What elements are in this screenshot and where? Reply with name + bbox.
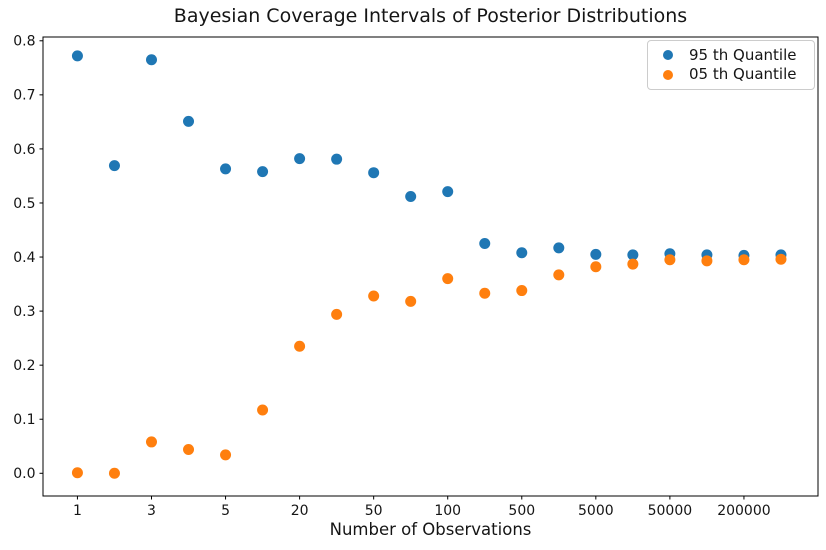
data-point-05th-quantile xyxy=(71,467,83,479)
data-point-05th-quantile xyxy=(775,253,787,265)
data-point-95th-quantile xyxy=(516,247,528,259)
data-point-95th-quantile xyxy=(331,153,343,165)
data-point-05th-quantile xyxy=(590,261,602,273)
legend-item-05th: 05 th Quantile xyxy=(648,67,814,82)
data-point-95th-quantile xyxy=(553,242,565,254)
legend-label-05th: 05 th Quantile xyxy=(689,65,797,84)
data-point-05th-quantile xyxy=(516,285,528,297)
x-axis-label: Number of Observations xyxy=(329,520,532,539)
data-point-05th-quantile xyxy=(257,404,269,416)
legend-marker-05th xyxy=(663,69,673,80)
x-tick-label: 5000 xyxy=(578,503,614,519)
data-point-95th-quantile xyxy=(108,160,120,172)
data-point-05th-quantile xyxy=(738,254,750,266)
data-point-05th-quantile xyxy=(108,467,120,479)
y-tick-label: 0.5 xyxy=(13,196,35,212)
data-point-05th-quantile xyxy=(331,308,343,320)
data-point-95th-quantile xyxy=(183,115,195,127)
data-point-05th-quantile xyxy=(145,436,157,448)
y-tick-label: 0.4 xyxy=(13,250,35,266)
y-tick-label: 0.2 xyxy=(13,358,35,374)
data-point-05th-quantile xyxy=(368,290,380,302)
x-tick-label: 3 xyxy=(147,503,156,519)
data-point-95th-quantile xyxy=(405,190,417,202)
data-point-05th-quantile xyxy=(220,449,232,461)
x-tick-label: 500 xyxy=(508,503,535,519)
data-point-05th-quantile xyxy=(627,258,639,270)
data-point-95th-quantile xyxy=(220,163,232,175)
data-point-95th-quantile xyxy=(145,54,157,66)
chart-title: Bayesian Coverage Intervals of Posterior… xyxy=(173,5,688,27)
data-point-95th-quantile xyxy=(368,167,380,179)
data-point-95th-quantile xyxy=(442,186,454,198)
x-tick-label: 50 xyxy=(365,503,383,519)
data-point-05th-quantile xyxy=(294,340,306,352)
data-point-05th-quantile xyxy=(701,255,713,267)
plot-frame xyxy=(42,36,819,497)
x-tick-label: 50000 xyxy=(648,503,693,519)
y-tick-label: 0.0 xyxy=(13,466,35,482)
y-tick-label: 0.6 xyxy=(13,142,35,158)
legend-item-95th: 95 th Quantile xyxy=(648,45,814,64)
data-point-05th-quantile xyxy=(405,295,417,307)
data-point-95th-quantile xyxy=(479,238,491,250)
data-point-95th-quantile xyxy=(71,50,83,62)
data-point-05th-quantile xyxy=(664,254,676,266)
x-tick-label: 100 xyxy=(434,503,461,519)
x-tick-label: 200000 xyxy=(717,503,770,519)
x-tick-label: 20 xyxy=(291,503,309,519)
y-tick-label: 0.1 xyxy=(13,412,35,428)
data-point-95th-quantile xyxy=(590,248,602,260)
legend-marker-95th xyxy=(663,50,673,61)
x-tick-label: 5 xyxy=(221,503,230,519)
data-point-05th-quantile xyxy=(183,444,195,456)
data-point-95th-quantile xyxy=(627,249,639,261)
y-tick-label: 0.7 xyxy=(13,88,35,104)
data-point-95th-quantile xyxy=(294,153,306,165)
legend: 95 th Quantile 05 th Quantile xyxy=(647,40,815,90)
legend-label-95th: 95 th Quantile xyxy=(689,45,797,64)
y-tick-label: 0.8 xyxy=(13,34,35,50)
data-point-95th-quantile xyxy=(257,166,269,178)
x-tick-label: 1 xyxy=(73,503,82,519)
data-point-05th-quantile xyxy=(442,273,454,285)
y-tick-label: 0.3 xyxy=(13,304,35,320)
data-point-05th-quantile xyxy=(479,287,491,299)
data-point-05th-quantile xyxy=(553,269,565,281)
